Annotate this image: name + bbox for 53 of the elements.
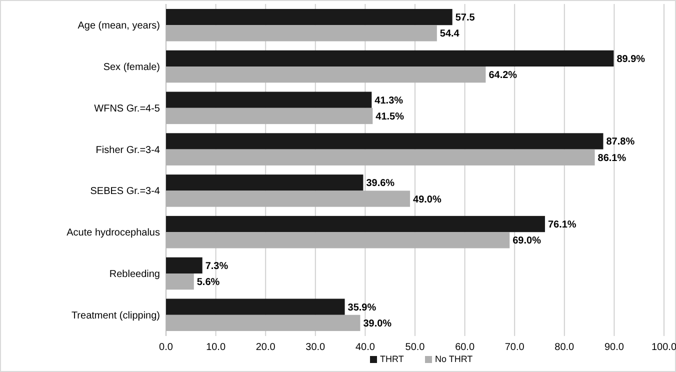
x-tick-label: 100.0: [651, 342, 676, 353]
data-label: 89.9%: [616, 54, 646, 65]
x-tick-label: 40.0: [355, 342, 376, 353]
data-label: 69.0%: [512, 236, 542, 247]
data-label: 87.8%: [606, 136, 635, 148]
y-tick-label: Rebleeding: [109, 268, 160, 280]
data-label: 57.5: [455, 12, 476, 24]
data-label: 86.1%: [598, 152, 626, 164]
y-tick-label: SEBES Gr.=3-4: [90, 186, 160, 198]
data-label: 41.3%: [374, 95, 404, 106]
data-label: 41.5%: [376, 111, 404, 122]
x-tick-label: 80.0: [554, 342, 575, 353]
bar: [166, 8, 452, 26]
bar: [166, 92, 372, 108]
x-tick-label: 50.0: [405, 342, 426, 353]
y-tick-label: Fisher Gr.=3-4: [96, 144, 160, 156]
data-label: 76.1%: [548, 220, 576, 231]
y-tick-label: Age (mean, years): [78, 20, 160, 32]
legend-label: THRT: [380, 354, 404, 364]
data-label: 35.9%: [348, 302, 376, 314]
bar: [166, 50, 614, 67]
bar: [166, 174, 364, 191]
bar: [166, 108, 373, 124]
bar: [166, 298, 345, 315]
x-tick-label: 60.0: [455, 342, 475, 353]
x-tick-label: 90.0: [604, 342, 624, 353]
bar: [166, 66, 486, 83]
bar: [166, 232, 510, 248]
data-label: 39.0%: [363, 318, 392, 330]
bar: [166, 133, 604, 150]
bar: [166, 25, 437, 42]
y-tick-label: Acute hydrocephalus: [66, 228, 160, 239]
bar: [166, 273, 194, 290]
bar: [166, 149, 595, 166]
data-label: 39.6%: [366, 178, 395, 190]
y-tick-label: WFNS Gr.=4-5: [94, 103, 160, 114]
bar: [166, 314, 360, 332]
bar: [166, 190, 410, 207]
x-tick-label: 0.0: [159, 342, 174, 353]
x-tick-label: 20.0: [256, 342, 276, 353]
x-tick-label: 30.0: [306, 342, 326, 353]
data-label: 7.3%: [205, 260, 228, 272]
data-label: 49.0%: [413, 194, 442, 206]
data-label: 64.2%: [488, 70, 518, 82]
data-label: 54.4: [440, 28, 460, 40]
data-label: 5.6%: [196, 277, 220, 288]
bar: [166, 257, 202, 274]
y-tick-label: Treatment (clipping): [71, 310, 160, 322]
y-tick-label: Sex (female): [103, 62, 160, 74]
x-tick-label: 70.0: [504, 342, 525, 353]
bar: [166, 216, 545, 232]
x-tick-label: 10.0: [206, 342, 226, 353]
legend-label: No THRT: [435, 354, 474, 364]
